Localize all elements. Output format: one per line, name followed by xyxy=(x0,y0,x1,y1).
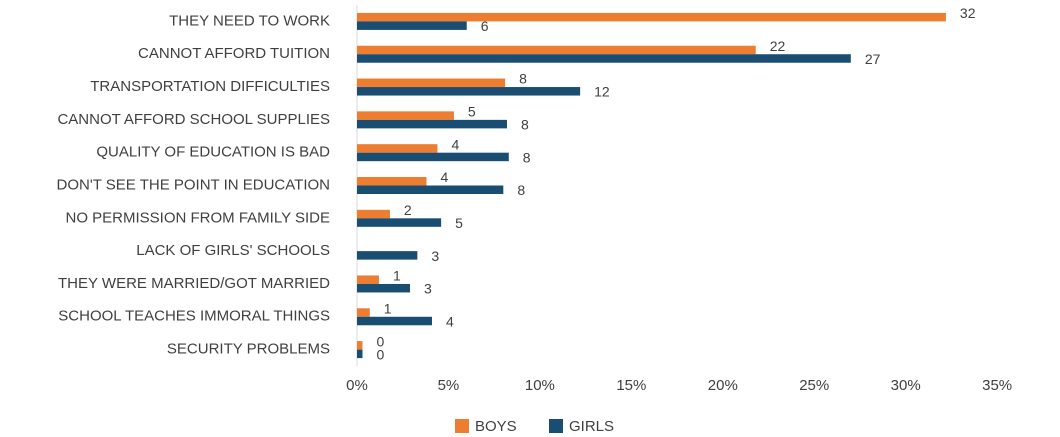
bar xyxy=(357,349,363,359)
bar xyxy=(357,308,370,317)
bar xyxy=(357,185,504,194)
data-label: 0 xyxy=(376,333,384,349)
data-label: 0 xyxy=(376,346,384,362)
bar xyxy=(357,275,379,284)
y-tick-label: LACK OF GIRLS' SCHOOLS xyxy=(136,242,330,259)
x-tick-label: 35% xyxy=(982,377,1012,394)
y-tick-label: TRANSPORTATION DIFFICULTIES xyxy=(90,78,330,95)
x-tick-label: 0% xyxy=(346,377,368,394)
data-label: 8 xyxy=(523,149,531,165)
y-tick-label: CANNOT AFFORD TUITION xyxy=(138,45,330,62)
bar xyxy=(357,152,509,162)
bar xyxy=(357,283,411,293)
bar xyxy=(357,119,507,129)
y-tick-label: SECURITY PROBLEMS xyxy=(167,341,330,358)
data-label: 1 xyxy=(393,268,401,284)
legend-label: GIRLS xyxy=(569,418,614,435)
x-tick-label: 10% xyxy=(525,377,555,394)
bar xyxy=(357,341,363,350)
y-tick-label: NO PERMISSION FROM FAMILY SIDE xyxy=(66,209,331,226)
y-tick-label: DON'T SEE THE POINT IN EDUCATION xyxy=(57,176,330,193)
bar xyxy=(357,209,390,219)
data-label: 4 xyxy=(441,169,449,185)
bar xyxy=(357,251,418,260)
bar xyxy=(357,111,454,120)
y-tick-label: CANNOT AFFORD SCHOOL SUPPLIES xyxy=(57,111,330,128)
bar xyxy=(357,177,427,186)
data-label: 4 xyxy=(446,313,454,329)
legend-swatch xyxy=(549,419,563,433)
data-label: 12 xyxy=(594,84,610,100)
bar xyxy=(357,87,581,96)
y-tick-label: THEY NEED TO WORK xyxy=(169,12,330,29)
legend-label: BOYS xyxy=(475,418,517,435)
bar xyxy=(357,54,851,63)
data-label: 3 xyxy=(424,281,432,297)
data-label: 8 xyxy=(521,117,529,133)
data-label: 3 xyxy=(431,248,439,264)
data-label: 8 xyxy=(519,71,527,87)
data-label: 1 xyxy=(384,300,392,316)
x-tick-label: 15% xyxy=(616,377,646,394)
data-label: 4 xyxy=(451,136,459,152)
data-label: 27 xyxy=(865,51,881,67)
bar xyxy=(357,144,438,153)
data-label: 2 xyxy=(404,202,412,218)
data-label: 6 xyxy=(481,18,489,34)
bar xyxy=(357,218,442,227)
bar xyxy=(357,21,467,30)
data-label: 8 xyxy=(517,182,525,198)
x-tick-label: 5% xyxy=(438,377,460,394)
bar xyxy=(357,78,506,88)
bar xyxy=(357,45,756,55)
x-tick-label: 25% xyxy=(799,377,829,394)
y-tick-label: QUALITY OF EDUCATION IS BAD xyxy=(96,144,330,161)
x-tick-label: 30% xyxy=(891,377,921,394)
bar xyxy=(357,12,946,22)
data-label: 22 xyxy=(770,38,786,54)
y-tick-label: SCHOOL TEACHES IMMORAL THINGS xyxy=(58,308,330,325)
x-tick-label: 20% xyxy=(708,377,738,394)
data-label: 5 xyxy=(468,104,476,120)
data-label: 32 xyxy=(960,5,976,21)
y-tick-label: THEY WERE MARRIED/GOT MARRIED xyxy=(58,275,330,292)
data-label: 5 xyxy=(455,215,463,231)
legend-swatch xyxy=(455,419,469,433)
bar xyxy=(357,316,432,326)
